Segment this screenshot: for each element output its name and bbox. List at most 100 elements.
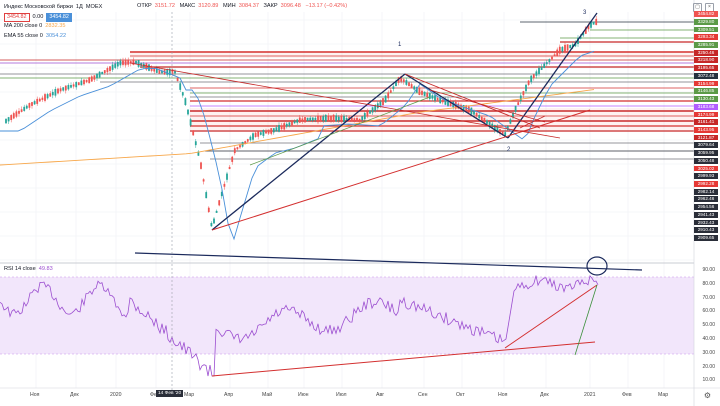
open-value: 3151.72 (154, 3, 175, 9)
candle (25, 104, 28, 110)
candle (584, 26, 587, 35)
candle (31, 101, 33, 109)
candle (363, 111, 366, 121)
exchange: MOEX (85, 4, 103, 10)
rsi-trendline[interactable] (574, 284, 598, 356)
price-axis[interactable]: 3454.82 3329.80 3309.51 3293.34 3285.91 3250.… (694, 0, 720, 262)
rsi-tick: 50.00 (702, 322, 715, 329)
candle (280, 122, 283, 132)
candle (202, 178, 205, 185)
candle (413, 85, 416, 91)
wave-label-3: 3 (583, 10, 587, 16)
candle (231, 155, 234, 165)
ma200-label[interactable]: MA 200 close 0 (4, 23, 43, 29)
price-tag: 3454.82 (694, 11, 718, 17)
candle (410, 82, 413, 89)
rsi-value: 49.83 (38, 266, 53, 272)
candle (205, 190, 208, 199)
price-tag: 2999.93 (694, 173, 718, 180)
candle (322, 114, 325, 124)
time-tick: Фев (150, 392, 160, 398)
candle (179, 80, 182, 92)
candle (267, 129, 270, 135)
candle (291, 119, 293, 126)
candle (88, 76, 91, 84)
candle (343, 113, 345, 124)
highlight-circle[interactable] (586, 256, 608, 276)
trendline[interactable] (404, 73, 509, 139)
interval[interactable]: 1Д (75, 4, 83, 10)
symbol-title[interactable]: Индекс Московской биржи (4, 4, 73, 10)
high-label: МАКС (179, 3, 196, 9)
trendline[interactable] (129, 62, 561, 139)
bid-box[interactable]: 3454.82 (4, 12, 30, 22)
trendline[interactable] (404, 73, 541, 129)
rsi-trendline[interactable] (134, 252, 643, 271)
candle (49, 91, 52, 97)
rsi-trendline[interactable] (211, 341, 596, 377)
candle (98, 70, 101, 79)
candle (558, 44, 561, 57)
time-tick: Июн (298, 392, 309, 398)
candle (509, 117, 512, 125)
time-tick: Окт (456, 392, 465, 398)
candle (28, 102, 31, 111)
candle (127, 57, 130, 67)
candle (23, 104, 26, 112)
candle (408, 82, 410, 87)
trendline[interactable] (211, 73, 406, 231)
candle (41, 95, 44, 102)
low-label: МИН (223, 3, 236, 9)
candle (259, 131, 262, 136)
price-tag: 3161.41 (694, 119, 718, 126)
price-tag: 3174.99 (694, 111, 718, 118)
candle (124, 57, 127, 68)
price-tag: 2909.65 (694, 235, 718, 241)
candle (122, 57, 124, 67)
candle (197, 150, 200, 156)
candle (137, 59, 140, 69)
candle (184, 97, 187, 107)
ask-box[interactable]: 3454.82 (46, 12, 72, 22)
trendline[interactable] (429, 89, 546, 123)
trendline[interactable] (249, 96, 431, 166)
candle (569, 44, 572, 49)
price-tag: 3309.51 (694, 26, 718, 33)
candle (36, 96, 39, 106)
gear-icon[interactable]: ⚙ (703, 391, 711, 400)
candle (103, 70, 106, 75)
candle (62, 87, 65, 92)
trendline[interactable] (507, 12, 598, 139)
candle (75, 81, 78, 90)
candle (306, 117, 309, 122)
candle (311, 117, 314, 123)
candle (278, 122, 280, 133)
candle (72, 82, 75, 89)
candle (192, 130, 195, 136)
candle (119, 58, 122, 68)
trendline[interactable] (211, 109, 591, 231)
rsi-trendline[interactable] (504, 284, 598, 349)
ema55-label[interactable]: EMA 55 close 0 (4, 32, 43, 39)
candle (109, 65, 111, 74)
price-tag: 3293.34 (694, 34, 718, 41)
candle (548, 58, 551, 65)
rsi-axis[interactable]: 90.00 80.00 70.00 60.00 50.00 40.00 30.00 20.00… (694, 264, 720, 388)
candle (592, 21, 595, 25)
candle (135, 59, 137, 64)
candle (96, 72, 98, 81)
rsi-label[interactable]: RSI 14 close (4, 266, 36, 272)
time-tick: Июл (336, 392, 347, 398)
price-tag: 3285.91 (694, 41, 718, 48)
ohlc-header: ОТКР 3151.72 МАКС 3120.89 МИН 3084.37 ЗАКР 3… (137, 3, 350, 9)
candle (514, 105, 517, 114)
candle (447, 97, 449, 108)
candle (478, 112, 481, 120)
trendline[interactable] (519, 115, 546, 129)
rsi-tick: 10.00 (702, 377, 715, 384)
rsi-tick: 70.00 (702, 294, 715, 301)
candle (38, 97, 41, 102)
candle (304, 116, 306, 123)
time-tick: 2021 (584, 392, 596, 398)
